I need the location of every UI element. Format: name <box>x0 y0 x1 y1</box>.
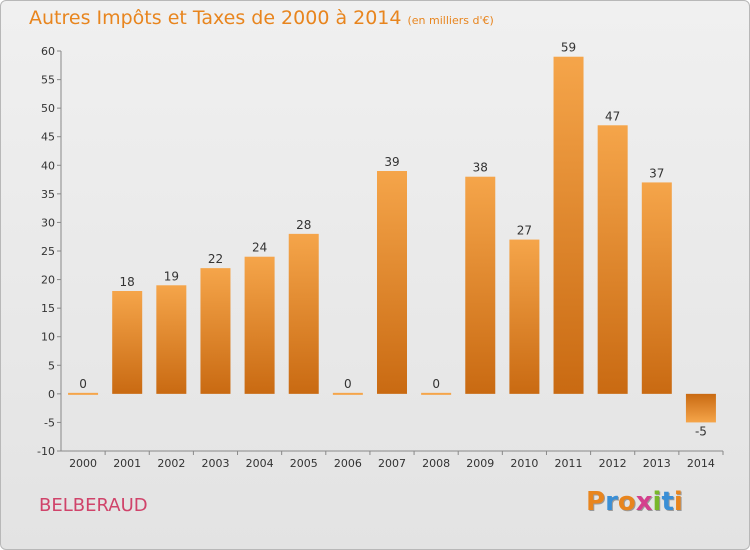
x-tick-label: 2007 <box>378 457 406 470</box>
y-tick-label: 40 <box>41 159 55 172</box>
y-tick-label: 35 <box>41 188 55 201</box>
y-tick-label: 30 <box>41 216 55 229</box>
value-label-2001: 18 <box>120 275 135 289</box>
x-tick-label: 2001 <box>113 457 141 470</box>
y-tick-label: 45 <box>41 131 55 144</box>
y-tick-label: 60 <box>41 45 55 58</box>
y-tick-label: 5 <box>48 359 55 372</box>
bar-2013 <box>641 182 672 394</box>
value-label-2003: 22 <box>208 252 223 266</box>
x-tick-label: 2004 <box>246 457 274 470</box>
x-tick-label: 2006 <box>334 457 362 470</box>
bar-2009 <box>465 176 496 394</box>
bar-2001 <box>112 291 143 394</box>
logo-letter: i <box>673 487 683 517</box>
x-tick-label: 2011 <box>555 457 583 470</box>
y-tick-label: -5 <box>44 416 55 429</box>
y-tick-label: -10 <box>37 445 55 458</box>
bar-2004 <box>244 256 275 394</box>
value-label-2009: 38 <box>473 161 488 175</box>
y-tick-label: 55 <box>41 74 55 87</box>
y-tick-label: 15 <box>41 302 55 315</box>
bar-2007 <box>377 171 407 394</box>
x-tick-label: 2013 <box>643 457 671 470</box>
x-tick-label: 2012 <box>599 457 627 470</box>
value-label-2000: 0 <box>79 377 87 391</box>
bar-2005 <box>288 233 319 394</box>
logo-letter: t <box>661 487 674 517</box>
y-tick-label: 0 <box>48 388 55 401</box>
value-label-2012: 47 <box>605 109 620 123</box>
value-label-2013: 37 <box>649 166 664 180</box>
proxiti-logo[interactable]: Proxiti <box>586 487 683 517</box>
chart-title: Autres Impôts et Taxes de 2000 à 2014 (en… <box>29 7 494 29</box>
chart-title-text: Autres Impôts et Taxes de 2000 à 2014 <box>29 7 402 29</box>
bar-2000 <box>68 392 99 395</box>
value-label-2007: 39 <box>384 155 399 169</box>
y-tick-label: 10 <box>41 331 55 344</box>
x-tick-label: 2005 <box>290 457 318 470</box>
value-label-2010: 27 <box>517 224 532 238</box>
y-tick-label: 20 <box>41 274 55 287</box>
bar-2010 <box>509 239 540 394</box>
value-label-2006: 0 <box>344 377 352 391</box>
chart-subtitle: (en milliers d'€) <box>407 14 494 27</box>
x-tick-label: 2010 <box>510 457 538 470</box>
value-label-2014: -5 <box>695 424 707 438</box>
value-label-2011: 59 <box>561 41 576 55</box>
bar-2014 <box>685 393 716 423</box>
value-label-2008: 0 <box>432 377 440 391</box>
y-tick-label: 25 <box>41 245 55 258</box>
logo-letter: x <box>635 487 653 517</box>
bar-2003 <box>200 268 231 394</box>
value-label-2005: 28 <box>296 218 311 232</box>
commune-name: BELBERAUD <box>39 495 148 516</box>
y-tick-label: 50 <box>41 102 55 115</box>
logo-letter: o <box>617 487 636 517</box>
logo-letter: i <box>652 487 662 517</box>
value-label-2002: 19 <box>164 269 179 283</box>
bar-2008 <box>421 392 452 395</box>
x-tick-label: 2000 <box>69 457 97 470</box>
chart-bars: 0 18 19 22 24 28 0 39 0 38 27 59 47 37 -5 <box>68 41 716 438</box>
chart-axes: -10 -5 0 5 10 15 20 25 30 35 40 45 50 55 60 2000 2001 200… <box>37 45 724 470</box>
logo-letter: r <box>605 487 618 517</box>
bar-2011 <box>553 56 584 394</box>
bar-2002 <box>156 285 187 394</box>
x-tick-label: 2003 <box>201 457 229 470</box>
bar-2006 <box>332 392 363 395</box>
x-tick-label: 2009 <box>466 457 494 470</box>
logo-letter: P <box>586 487 606 517</box>
value-label-2004: 24 <box>252 241 267 255</box>
x-tick-label: 2002 <box>157 457 185 470</box>
x-tick-label: 2014 <box>687 457 715 470</box>
x-tick-label: 2008 <box>422 457 450 470</box>
bar-2012 <box>597 125 628 394</box>
